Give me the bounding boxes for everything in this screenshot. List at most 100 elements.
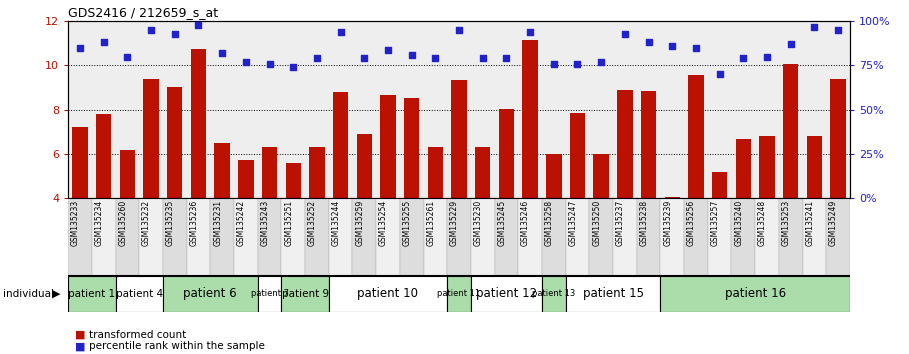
Bar <box>305 198 329 276</box>
Bar <box>400 198 424 276</box>
Bar <box>542 276 565 312</box>
Text: GSM135254: GSM135254 <box>379 200 388 246</box>
Bar <box>641 91 656 198</box>
Bar <box>92 198 115 276</box>
Bar <box>732 198 755 276</box>
Text: ▶: ▶ <box>52 289 60 299</box>
Text: GSM135234: GSM135234 <box>95 200 104 246</box>
Text: GSM135248: GSM135248 <box>758 200 767 246</box>
Text: patient 9: patient 9 <box>282 289 329 299</box>
Text: patient 1: patient 1 <box>68 289 115 299</box>
Text: ■: ■ <box>75 341 85 351</box>
Bar <box>523 40 538 198</box>
Bar <box>282 276 329 312</box>
Point <box>452 27 466 33</box>
Point <box>215 50 229 56</box>
Point <box>191 22 205 28</box>
Text: GSM135253: GSM135253 <box>782 200 791 246</box>
Point <box>594 59 608 65</box>
Text: GSM135259: GSM135259 <box>355 200 365 246</box>
Bar <box>210 198 234 276</box>
Point <box>381 47 395 52</box>
Text: patient 12: patient 12 <box>475 287 537 300</box>
Bar <box>167 86 183 198</box>
Text: patient 4: patient 4 <box>115 289 163 299</box>
Text: GSM135257: GSM135257 <box>711 200 720 246</box>
Bar <box>831 79 845 198</box>
Point <box>523 29 537 35</box>
Point <box>807 24 822 29</box>
Text: GSM135244: GSM135244 <box>332 200 341 246</box>
Point <box>665 43 680 49</box>
Bar <box>589 198 613 276</box>
Bar <box>594 154 609 198</box>
Bar <box>779 198 803 276</box>
Text: ■: ■ <box>75 330 85 339</box>
Text: GSM135229: GSM135229 <box>450 200 459 246</box>
Point <box>263 61 277 67</box>
Text: GSM135231: GSM135231 <box>213 200 222 246</box>
Bar <box>329 198 353 276</box>
Text: GSM135242: GSM135242 <box>237 200 245 246</box>
Point <box>713 72 727 77</box>
Point <box>499 56 514 61</box>
Point <box>617 31 632 36</box>
Bar <box>565 276 661 312</box>
Bar <box>447 198 471 276</box>
Text: GSM135256: GSM135256 <box>687 200 696 246</box>
Bar <box>471 276 542 312</box>
Bar <box>163 276 257 312</box>
Bar <box>806 136 822 198</box>
Point <box>736 56 751 61</box>
Point <box>73 45 87 51</box>
Text: GSM135230: GSM135230 <box>474 200 483 246</box>
Text: GSM135233: GSM135233 <box>71 200 80 246</box>
Bar <box>282 198 305 276</box>
Text: individual: individual <box>3 289 54 299</box>
Bar <box>73 127 87 198</box>
Point <box>310 56 325 61</box>
Text: patient 7: patient 7 <box>251 289 288 298</box>
Text: GSM135252: GSM135252 <box>308 200 317 246</box>
Bar <box>518 198 542 276</box>
Text: patient 15: patient 15 <box>583 287 644 300</box>
Point <box>238 59 253 65</box>
Point <box>641 40 655 45</box>
Text: GSM135235: GSM135235 <box>165 200 175 246</box>
Point <box>334 29 348 35</box>
Text: GSM135249: GSM135249 <box>829 200 838 246</box>
Text: GSM135241: GSM135241 <box>805 200 814 246</box>
Bar <box>238 160 254 198</box>
Bar <box>144 79 159 198</box>
Point <box>475 56 490 61</box>
Bar <box>546 154 562 198</box>
Bar <box>68 198 92 276</box>
Bar <box>257 198 282 276</box>
Text: GSM135251: GSM135251 <box>285 200 294 246</box>
Bar <box>191 49 206 198</box>
Bar <box>139 198 163 276</box>
Point <box>405 52 419 58</box>
Bar <box>661 198 684 276</box>
Bar <box>570 113 585 198</box>
Text: GSM135247: GSM135247 <box>568 200 577 246</box>
Bar <box>494 198 518 276</box>
Bar <box>684 198 708 276</box>
Bar <box>803 198 826 276</box>
Bar <box>215 143 230 198</box>
Bar <box>759 136 774 198</box>
Bar <box>353 198 376 276</box>
Text: GSM135250: GSM135250 <box>592 200 601 246</box>
Bar <box>115 198 139 276</box>
Point <box>167 31 182 36</box>
Bar <box>688 75 704 198</box>
Bar <box>404 98 419 198</box>
Bar <box>447 276 471 312</box>
Bar <box>735 138 751 198</box>
Point <box>689 45 704 51</box>
Bar <box>664 197 680 198</box>
Bar <box>755 198 779 276</box>
Text: GSM135236: GSM135236 <box>189 200 198 246</box>
Text: GSM135261: GSM135261 <box>426 200 435 246</box>
Text: GDS2416 / 212659_s_at: GDS2416 / 212659_s_at <box>68 6 218 19</box>
